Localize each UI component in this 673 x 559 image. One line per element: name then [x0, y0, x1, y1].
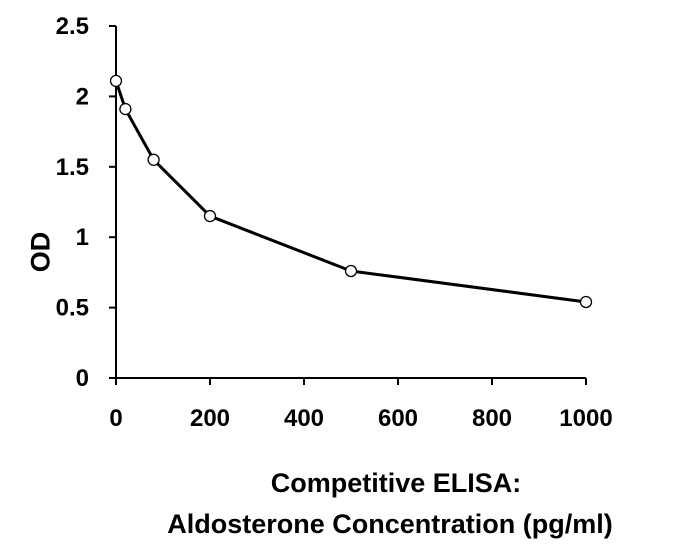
- data-point: [109, 74, 123, 88]
- y-axis-title: OD: [25, 232, 55, 273]
- y-tick-label: 2.5: [56, 13, 89, 40]
- y-tick-label: 1.5: [56, 154, 89, 181]
- y-tick-label: 1: [76, 224, 89, 251]
- x-tick-label: 400: [284, 405, 324, 432]
- data-point: [147, 153, 160, 166]
- x-tick-label: 0: [109, 405, 122, 432]
- x-tick-label: 200: [190, 405, 230, 432]
- y-tick-label: 0.5: [56, 295, 89, 322]
- x-axis-title-line-1: Competitive ELISA:: [271, 468, 522, 498]
- series-layer: [109, 74, 593, 309]
- x-axis-title-line-2: Aldosterone Concentration (pg/ml): [167, 509, 613, 539]
- x-tick-label: 600: [378, 405, 418, 432]
- data-point: [344, 264, 358, 278]
- x-tick-label: 800: [472, 405, 512, 432]
- x-ticks: 0 200 400 600 800 1000: [109, 378, 613, 432]
- data-point: [203, 209, 217, 223]
- y-tick-label: 2: [76, 83, 89, 110]
- axis-titles: OD Competitive ELISA: Aldosterone Concen…: [25, 232, 612, 539]
- x-tick-label: 1000: [559, 405, 612, 432]
- y-ticks: 0 0.5 1 1.5 2 2.5: [56, 13, 116, 392]
- axes: [115, 26, 586, 379]
- data-point: [579, 295, 593, 309]
- data-point: [119, 102, 132, 116]
- y-tick-label: 0: [76, 365, 89, 392]
